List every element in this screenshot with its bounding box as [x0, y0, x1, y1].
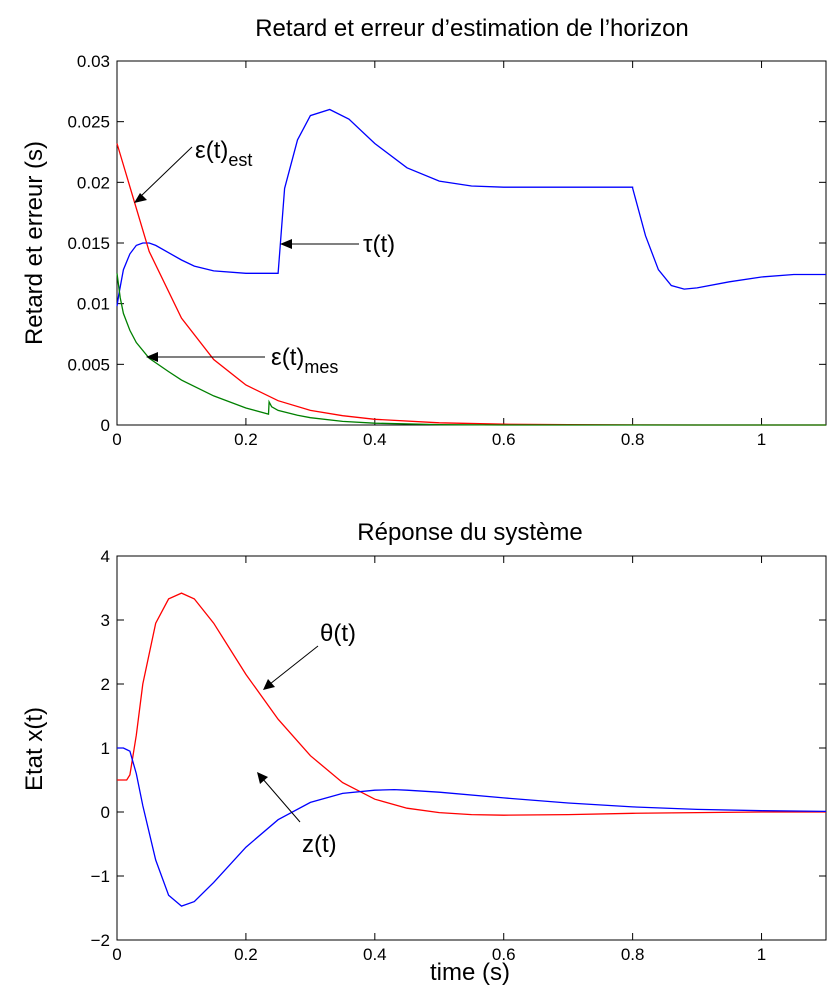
arrow-head: [280, 239, 292, 249]
y-tick-label: 0.01: [77, 295, 110, 314]
annotation-z: z(t): [257, 772, 337, 858]
x-tick-label: 0.2: [234, 945, 258, 964]
x-tick-label: 0.8: [621, 945, 645, 964]
y-tick-label: 0.005: [67, 355, 110, 374]
x-tick-label: 0.4: [363, 945, 387, 964]
chart-retard-erreur: Retard et erreur d’estimation de l’horiz…: [21, 15, 826, 449]
arrow-head: [257, 772, 268, 784]
series-line: [117, 273, 826, 425]
plot-frame: [117, 556, 826, 940]
x-tick-label: 0: [112, 945, 121, 964]
series-line: [117, 748, 826, 906]
annotation-tau: τ(t): [280, 231, 395, 258]
x-tick-label: 0.6: [492, 945, 516, 964]
series-group: [117, 593, 826, 906]
y-tick-label: 1: [101, 739, 110, 758]
annotation-label: τ(t): [363, 231, 395, 258]
y-ticks: 0 0.005 0.01 0.015 0.02 0.025 0.03: [67, 52, 826, 435]
y-tick-label: 0: [101, 803, 110, 822]
annotation-epsilon-mes: ε(t)mes: [146, 344, 338, 377]
y-tick-label: 2: [101, 675, 110, 694]
y-tick-label: 3: [101, 611, 110, 630]
plot-frame: [117, 61, 826, 425]
annotation-label: ε(t)mes: [271, 344, 338, 377]
x-tick-label: 0.4: [363, 430, 387, 449]
y-tick-label: 0.025: [67, 113, 110, 132]
annotation-label: θ(t): [320, 620, 356, 647]
x-tick-label: 1: [757, 945, 766, 964]
y-tick-label: 4: [101, 547, 110, 566]
y-axis-label: Retard et erreur (s): [21, 141, 48, 345]
y-tick-label: 0: [101, 416, 110, 435]
chart-title: Retard et erreur d’estimation de l’horiz…: [255, 15, 689, 42]
annotation-theta: θ(t): [263, 620, 356, 690]
series-line: [117, 593, 826, 815]
annotation-label: ε(t)est: [195, 137, 252, 170]
x-ticks: 0 0.2 0.4 0.6 0.8 1: [112, 61, 766, 449]
y-axis-label: Etat x(t): [21, 707, 48, 791]
y-tick-label: −2: [91, 931, 110, 950]
chart-title: Réponse du système: [357, 519, 582, 546]
y-tick-label: 0.02: [77, 173, 110, 192]
x-tick-label: 1: [757, 430, 766, 449]
x-tick-label: 0.2: [234, 430, 258, 449]
arrow-head: [263, 679, 275, 690]
y-tick-label: 0.015: [67, 234, 110, 253]
y-tick-label: 0.03: [77, 52, 110, 71]
y-tick-label: −1: [91, 867, 110, 886]
x-tick-label: 0.6: [492, 430, 516, 449]
annotation-epsilon-est: ε(t)est: [134, 137, 252, 203]
x-tick-label: 0.8: [621, 430, 645, 449]
x-tick-label: 0: [112, 430, 121, 449]
arrow-head: [134, 193, 147, 203]
x-ticks: 0 0.2 0.4 0.6 0.8 1: [112, 556, 766, 964]
annotation-label: z(t): [302, 831, 337, 858]
